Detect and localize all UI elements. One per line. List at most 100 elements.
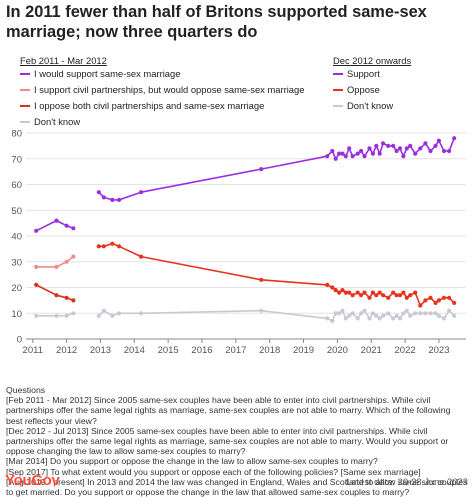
data-point [343,154,348,159]
data-point [418,303,423,308]
data-point [355,316,360,321]
data-point [401,311,406,316]
data-point [397,293,403,298]
data-point [355,290,360,295]
series-line-0 [35,219,74,232]
data-point [386,295,391,300]
data-point [394,293,399,298]
x-tick-label: 2018 [259,345,280,356]
data-point [359,311,364,316]
legend-item-oppose: Oppose [333,84,380,95]
legend-swatch [333,104,343,107]
data-point [428,148,433,154]
data-point [259,167,264,172]
data-point [71,298,76,303]
data-point [139,190,144,195]
data-point [259,277,264,282]
data-point [413,290,418,295]
x-tick-label: 2014 [124,345,145,356]
legend-item-civil-partnerships: I support civil partnerships, but would … [20,84,304,95]
data-point [423,141,428,146]
question-line: [Dec 2012 - Jul 2013] Since 2005 same-se… [6,425,449,457]
data-point [413,151,418,156]
data-point [452,136,457,141]
data-point [117,197,122,202]
data-point [391,316,396,321]
data-point [64,259,69,264]
data-point [404,308,409,313]
data-point [452,313,457,318]
legend-item-oppose-both: I oppose both civil partnerships and sam… [20,100,264,111]
data-point [350,293,355,298]
legend-swatch [20,88,30,91]
data-point [96,190,101,195]
data-point [337,311,342,316]
data-point [377,151,382,156]
data-point [367,316,372,321]
data-point [337,290,342,295]
data-point [428,311,433,316]
x-tick-label: 2023 [428,345,449,356]
data-point [343,316,348,321]
data-point [359,148,364,154]
data-point [447,295,452,300]
data-point [340,288,345,293]
data-point [404,295,409,300]
data-point [359,293,364,298]
series-line-2 [35,284,74,302]
legend-right-heading: Dec 2012 onwards [333,55,412,66]
data-point [325,316,330,321]
data-point [330,318,335,324]
x-tick-label: 2017 [225,345,246,356]
x-tick-label: 2022 [395,345,416,356]
data-point [413,311,418,316]
question-line: [Feb 2011 - Mar 2012] Since 2005 same-se… [6,395,451,426]
data-point [54,218,59,223]
data-point [433,311,438,316]
data-point [397,146,403,151]
data-point [404,146,409,151]
chart-title: In 2011 fewer than half of Britons suppo… [6,3,427,41]
data-point [64,313,69,318]
data-point [259,308,264,313]
data-point [330,285,335,290]
legend-swatch [20,72,30,75]
y-tick-label: 20 [11,283,22,294]
data-point [71,226,76,231]
data-point [386,143,391,148]
x-tick-label: 2016 [191,345,212,356]
data-point [96,313,101,318]
data-point [408,143,413,148]
data-point [362,154,367,159]
data-point [436,298,441,303]
line-chart: 0 10 20 30 40 50 60 70 80 2011 2012 2013 2014 2015 201… [11,129,466,356]
data-point [340,308,345,313]
y-tick-label: 30 [11,257,22,268]
data-point [101,308,106,313]
data-point [401,154,406,159]
data-point [370,290,375,295]
data-point [367,146,372,151]
data-point [401,290,406,295]
legend-item-support: Support [333,68,380,79]
legend-swatch [20,104,30,107]
x-tick-label: 2011 [23,345,43,356]
y-tick-label: 80 [11,129,22,140]
data-point [381,313,386,318]
data-point [394,313,399,318]
x-tick-label: 2020 [327,345,348,356]
data-point [139,311,144,316]
x-tick-label: 2012 [56,345,77,356]
data-point [325,154,330,159]
y-tick-label: 50 [11,206,22,217]
data-point [330,148,335,154]
questions-heading: Questions [6,385,46,395]
data-point [34,313,39,318]
yougov-logo: YouGov [5,472,60,489]
data-point [64,223,69,228]
data-point [441,316,447,321]
x-tick-label: 2013 [90,345,111,356]
data-point [418,311,423,316]
data-point [54,293,59,298]
data-point [337,151,342,156]
